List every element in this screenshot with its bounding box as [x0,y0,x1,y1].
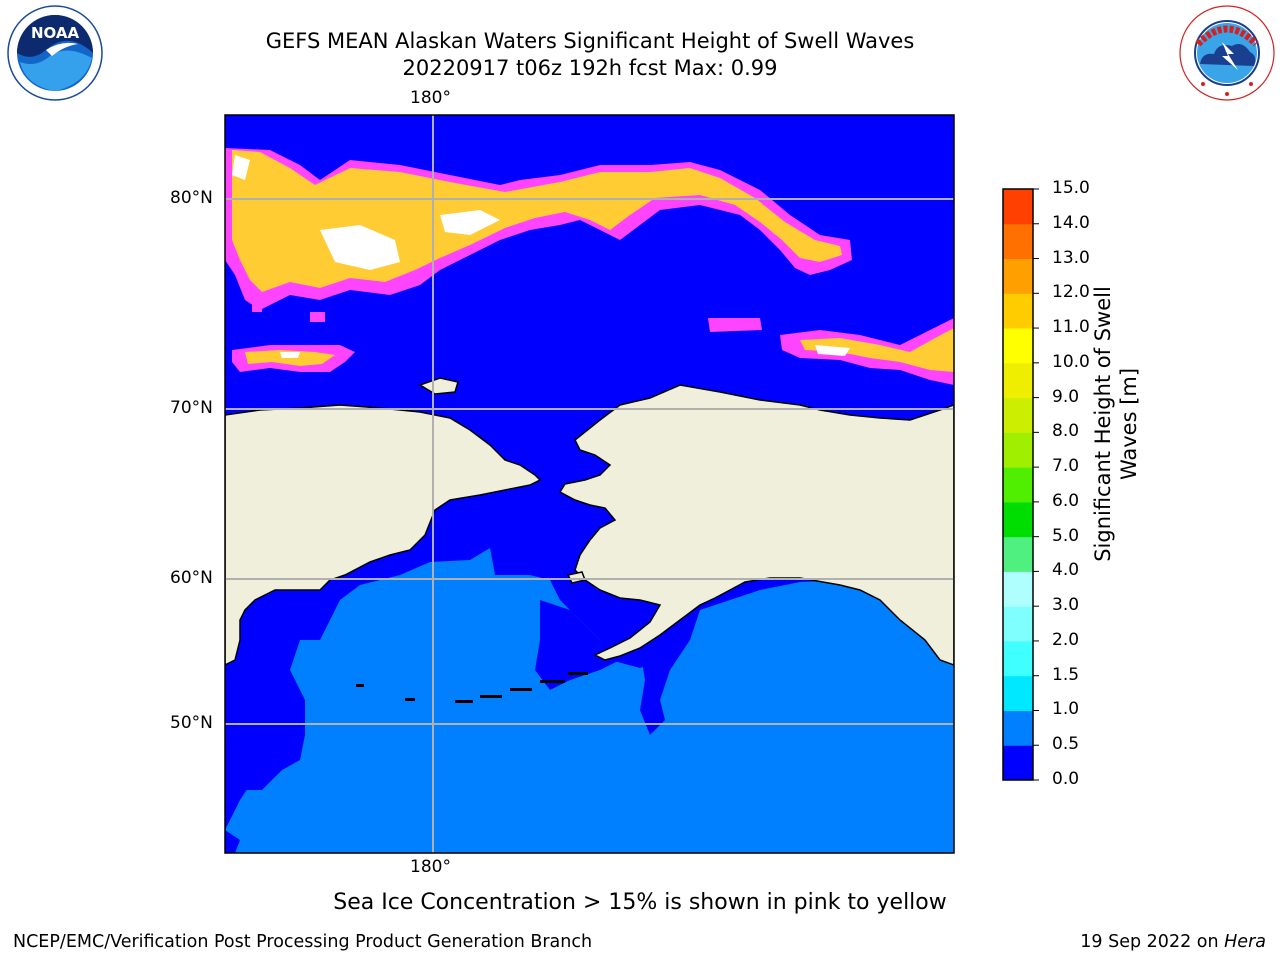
colorbar-tick-label: 2.0 [1052,629,1080,650]
map-frame [224,114,955,854]
colorbar-tick-label: 8.0 [1052,421,1080,442]
colorbar-swatch [1003,328,1033,364]
colorbar-tick-label: 12.0 [1052,282,1090,303]
lat-label-70: 70°N [170,398,213,418]
colorbar-swatch [1003,293,1033,329]
colorbar-swatch [1003,640,1033,677]
colorbar-swatch [1003,467,1033,503]
colorbar-swatch [1003,536,1033,572]
colorbar-tick-label: 3.0 [1052,595,1080,616]
lat-label-50: 50°N [170,713,213,733]
land-masses [225,377,954,666]
lat-label-60: 60°N [170,568,213,588]
swell-map [224,114,955,854]
colorbar-swatch [1003,223,1033,260]
colorbar-tick-label: 0.5 [1052,734,1080,755]
colorbar-swatch [1003,258,1033,294]
colorbar-swatch [1003,362,1033,399]
noaa-logo: NOAA [7,5,103,101]
colorbar-swatch [1003,606,1033,642]
colorbar-swatch [1003,189,1033,225]
lon-label-bottom: 180° [410,857,451,877]
colorbar-tick-label: 7.0 [1052,456,1080,477]
sea-ice-band [225,148,954,385]
colorbar-swatch [1003,745,1033,781]
colorbar-tick-label: 10.0 [1052,351,1090,372]
aleutian-islands [356,672,588,703]
colorbar-swatch [1003,432,1033,468]
colorbar-swatch [1003,675,1033,711]
map-subtitle: 20220917 t06z 192h fcst Max: 0.99 [402,56,778,80]
colorbar-label: Significant Height of Swell Waves [m] [1091,286,1142,562]
colorbar-swatch [1003,571,1033,607]
generation-date: 19 Sep 2022 on Hera [1080,932,1266,952]
sea-ice-note: Sea Ice Concentration > 15% is shown in … [333,890,947,915]
colorbar-swatch [1003,397,1033,433]
colorbar-tick-label: 14.0 [1052,212,1090,233]
colorbar-tick-label: 15.0 [1052,178,1090,198]
lat-label-80: 80°N [170,188,213,208]
graticule [225,115,954,853]
noaa-logo-text: NOAA [31,24,80,42]
colorbar-tick-label: 0.0 [1052,769,1080,789]
colorbar-tick-label: 11.0 [1052,317,1090,338]
map-title: GEFS MEAN Alaskan Waters Significant Hei… [265,29,915,53]
colorbar-tick-label: 5.0 [1052,525,1080,546]
colorbar-tick-label: 6.0 [1052,490,1080,511]
lon-label-top: 180° [410,88,451,108]
producer-credit: NCEP/EMC/Verification Post Processing Pr… [13,932,593,952]
ocean-mid-region [225,548,954,853]
colorbar-swatch [1003,710,1033,746]
colorbar-tick-label: 4.0 [1052,560,1080,581]
nws-logo [1179,5,1275,101]
colorbar-tick-label: 9.0 [1052,386,1080,407]
colorbar-swatch [1003,501,1033,538]
colorbar-tick-label: 13.0 [1052,247,1090,268]
colorbar [1002,188,1039,781]
colorbar-tick-label: 1.5 [1052,664,1080,685]
colorbar-tick-label: 1.0 [1052,699,1080,720]
